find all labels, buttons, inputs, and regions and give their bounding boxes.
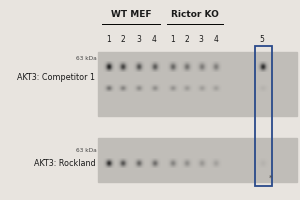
Text: AKT3: Rockland: AKT3: Rockland [34,158,95,168]
Text: 63 kDa: 63 kDa [76,148,97,154]
Text: 1: 1 [170,35,175,44]
Text: 5: 5 [260,35,265,44]
Text: AKT3: Competitor 1: AKT3: Competitor 1 [17,73,95,82]
Text: *: * [269,175,273,181]
Text: 3: 3 [136,35,141,44]
Text: WT MEF: WT MEF [111,10,151,19]
Text: 1: 1 [106,35,111,44]
Text: 4: 4 [213,35,218,44]
Bar [98,52,297,116]
Text: 2: 2 [120,35,125,44]
Bar [98,138,297,182]
Text: 4: 4 [152,35,157,44]
Text: Rictor KO: Rictor KO [171,10,219,19]
Text: 63 kDa: 63 kDa [76,56,97,62]
Text: 3: 3 [199,35,204,44]
Text: 2: 2 [184,35,189,44]
Bar [255,46,272,186]
